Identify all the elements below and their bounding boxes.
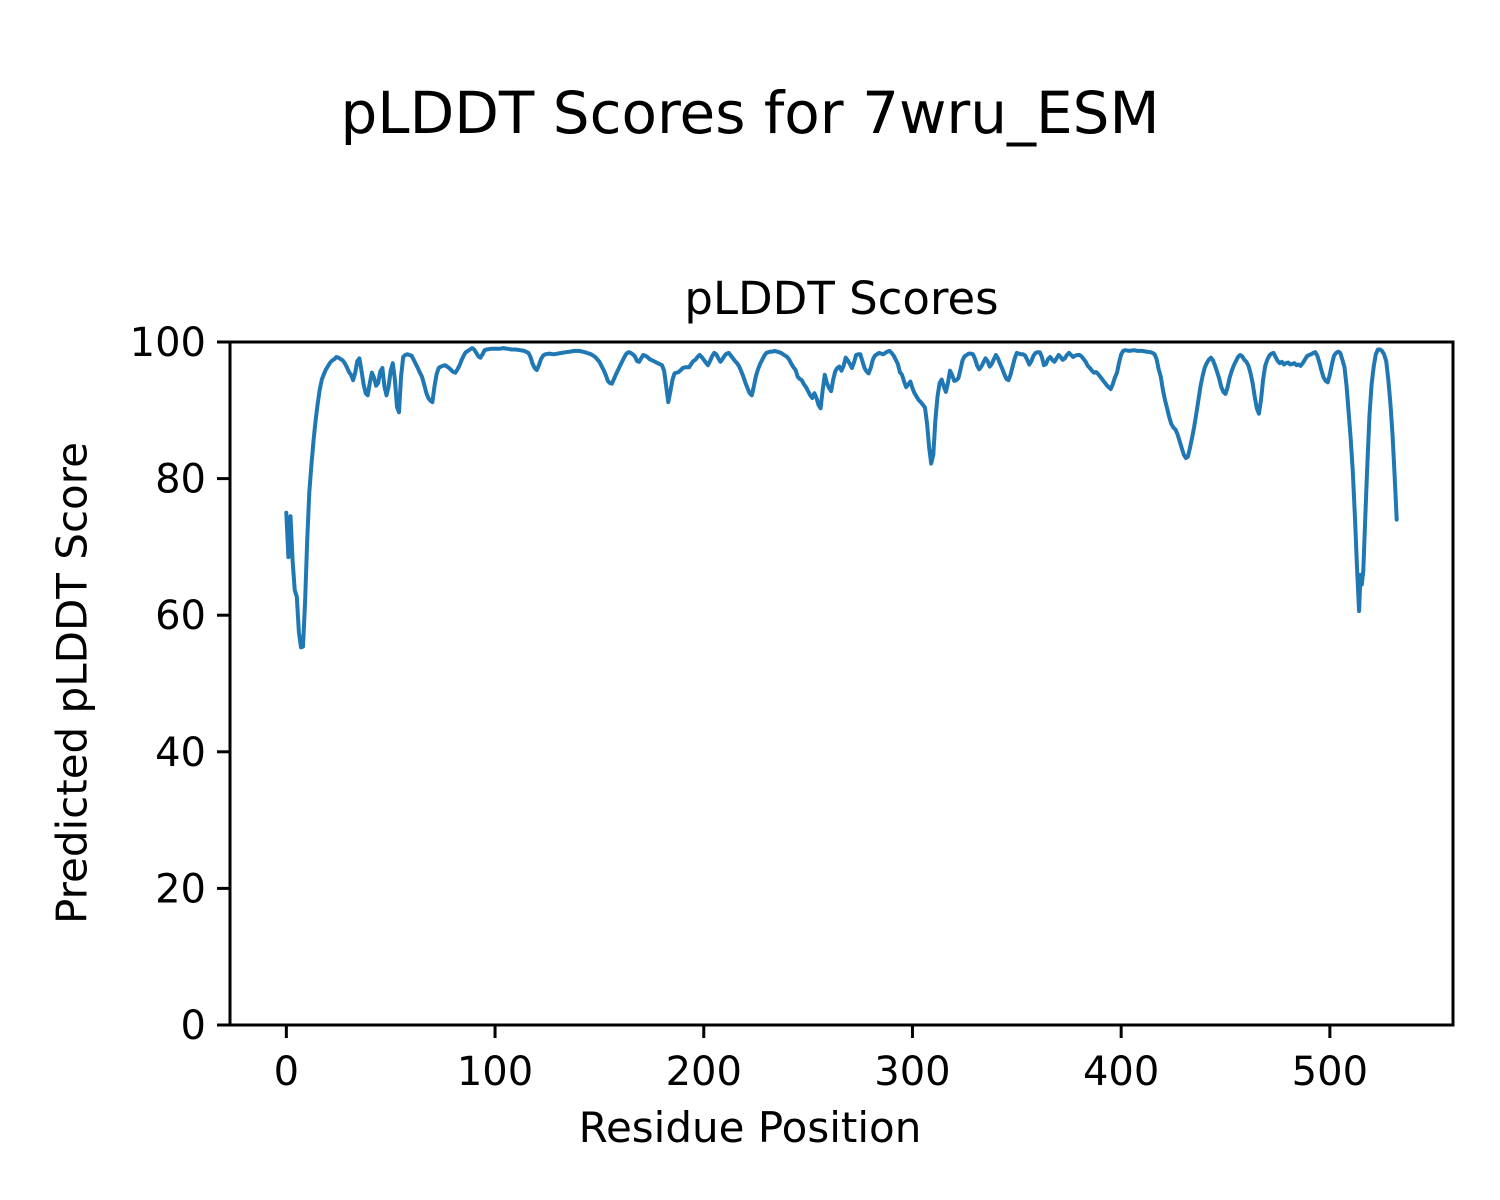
y-tick-label: 0 (181, 1003, 206, 1049)
x-tick-label: 400 (1083, 1049, 1159, 1095)
plot-frame (228, 340, 1455, 1027)
y-tick-label: 80 (155, 457, 206, 503)
x-tick-label: 300 (874, 1049, 950, 1095)
x-tick-label: 200 (666, 1049, 742, 1095)
y-tick-label: 20 (155, 866, 206, 912)
y-tick-label: 60 (155, 593, 206, 639)
y-tick-label: 40 (155, 730, 206, 776)
plddt-line (284, 346, 1399, 650)
y-tick-label: 100 (130, 320, 206, 366)
axes-title: pLDDT Scores (684, 272, 999, 325)
figure-title: pLDDT Scores for 7wru_ESM (340, 79, 1160, 147)
y-axis-label: Predicted pLDDT Score (47, 442, 97, 924)
x-axis-label: Residue Position (578, 1103, 922, 1152)
x-tick-label: 100 (457, 1049, 533, 1095)
x-tick-label: 500 (1292, 1049, 1368, 1095)
x-tick-label: 0 (274, 1049, 299, 1095)
